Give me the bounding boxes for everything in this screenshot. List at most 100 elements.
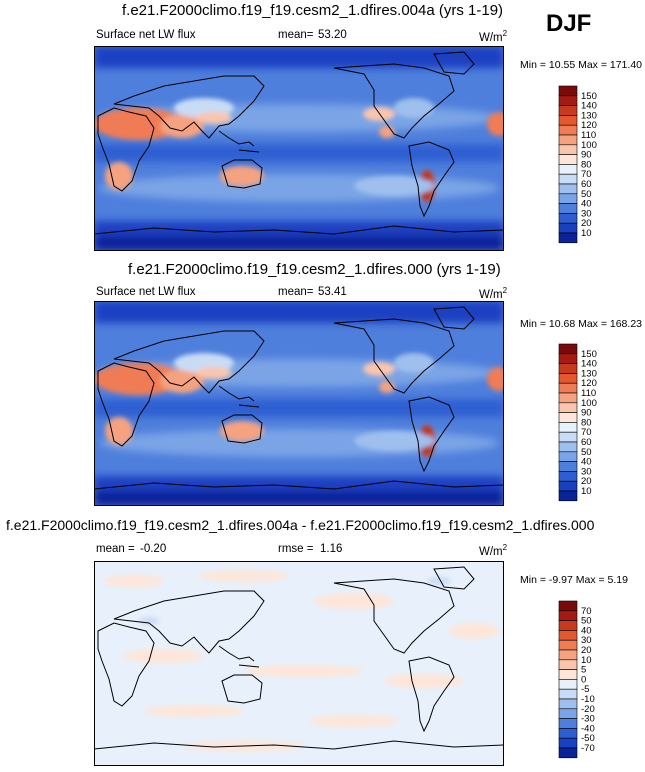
colorbar3-tick-label: 30: [581, 635, 592, 646]
panel2-units-base: W/m: [479, 288, 503, 301]
panel1-coast-namerica: [333, 63, 455, 139]
panel1-australia-region: [220, 166, 264, 186]
colorbar1-box: [558, 105, 578, 116]
panel1-subtropic-sh: [99, 174, 499, 202]
colorbar1-tick-label: 110: [581, 130, 596, 141]
colorbar2-tick-label: 50: [581, 447, 592, 458]
colorbar3-box: [558, 649, 578, 661]
panel3-coast-samerica: [408, 656, 455, 733]
colorbar3-tick-label: 40: [581, 625, 592, 636]
panel2-coastlines: [94, 306, 504, 490]
panel3-coast-namerica: [333, 578, 455, 654]
panel1-coast-seasia: [218, 130, 260, 153]
panel3-map-background: [94, 561, 504, 766]
colorbar3-box: [558, 679, 578, 690]
panel1-units-sup: 2: [502, 29, 508, 38]
colorbar1-tick-label: 40: [581, 199, 592, 210]
panel2-africa-south: [105, 417, 133, 445]
panel3-coast-eurasia: [113, 590, 265, 654]
colorbar3-box: [558, 728, 578, 739]
panel2-coast-australia: [221, 414, 263, 444]
panel3-coast-africa: [97, 622, 155, 707]
colorbar1-tick-label: 50: [581, 189, 592, 200]
colorbar1-box: [558, 173, 578, 185]
panel1-coast-eurasia: [113, 75, 265, 139]
colorbar3-tick-label: -50: [581, 733, 595, 744]
panel2-units-sup: 2: [502, 286, 508, 295]
colorbar1-box: [558, 115, 578, 126]
colorbar3-box: [558, 620, 578, 631]
panel3-units-sup: 2: [502, 543, 508, 552]
colorbar3-tick-label: -30: [581, 714, 595, 725]
panel2-coast-namerica: [333, 318, 455, 394]
colorbar2-tick-label: 140: [581, 359, 597, 370]
panel3-pos-patch-2: [199, 570, 289, 582]
colorbar2-tick-label: 40: [581, 457, 592, 468]
colorbar1-box: [558, 85, 578, 97]
panel1-minmax: Min = 10.55 Max = 171.40: [520, 59, 642, 71]
panel3-pos-patch-5: [244, 665, 364, 677]
panel3-pos-patch-4: [124, 649, 204, 663]
panel2-antarctic-core: [94, 491, 504, 506]
colorbar1-tick-label: 150: [581, 91, 597, 102]
colorbar2-tick-label: 130: [581, 368, 597, 379]
colorbar2-tick-label: 90: [581, 408, 592, 419]
colorbar2-tick-label: 70: [581, 427, 592, 438]
colorbar1-box: [558, 154, 578, 165]
panel2-units: W/m2: [479, 286, 507, 301]
colorbar2-tick-label: 150: [581, 349, 597, 360]
colorbar3-box: [558, 698, 578, 710]
colorbar3-box: [558, 659, 578, 670]
panel3-coast-seasia: [218, 645, 260, 668]
panel3-pos-patch-6: [384, 674, 464, 688]
panel3-coast-australia: [221, 674, 263, 704]
panel1-variable-label: Surface net LW flux: [96, 29, 196, 41]
colorbar3-box: [558, 639, 578, 651]
colorbar1-tick-label: 100: [581, 140, 597, 151]
panel1-units-base: W/m: [479, 31, 503, 44]
colorbar1-tick-label: 90: [581, 150, 592, 161]
panel2-pacific-east: [354, 431, 434, 451]
colorbar2-tick-label: 60: [581, 437, 592, 448]
colorbar2-box: [558, 480, 578, 492]
panel2-mean-label: mean=: [278, 286, 314, 298]
panel1-coast-australia: [221, 159, 263, 189]
panel1-title: f.e21.F2000climo.f19_f19.cesm2_1.dfires.…: [122, 2, 504, 19]
colorbar2-box: [558, 363, 578, 374]
panel3-neg-patch-2: [427, 577, 451, 585]
panel3-pos-patch-7: [144, 705, 244, 717]
colorbar3-tick-label: -5: [581, 684, 589, 695]
panel2-africa-west-edge: [487, 367, 504, 391]
panel1-arabia-region: [160, 114, 204, 138]
season-label: DJF: [546, 10, 592, 37]
colorbar2-tick-label: 30: [581, 466, 592, 477]
panel2-variable-label: Surface net LW flux: [96, 286, 196, 298]
panel3-map-frame: [94, 561, 504, 766]
colorbar2-box: [558, 461, 578, 472]
colorbar1-box: [558, 213, 578, 224]
colorbar2-box: [558, 422, 578, 433]
colorbar3-tick-label: -20: [581, 704, 595, 715]
panel1-sahara-region: [94, 108, 184, 140]
panel2-coast-africa: [97, 362, 155, 447]
panel1-tropics-band: [94, 144, 504, 162]
panel2-map-frame: [94, 301, 504, 506]
colorbar2-tick-label: 20: [581, 476, 592, 487]
colorbar3-tick-label: 70: [581, 606, 592, 617]
colorbar3-tick-label: 0: [581, 674, 586, 685]
colorbar1-box: [558, 183, 578, 195]
colorbar3-box: [558, 747, 578, 759]
panel2-coast-antarctica: [94, 480, 504, 490]
panel2-coast-samerica: [408, 396, 455, 473]
panel3-coast-antarctica: [94, 740, 504, 750]
panel3-mean-value: -0.20: [140, 543, 167, 555]
colorbar3-box: [558, 630, 578, 641]
panel3-rmse-value: 1.16: [320, 543, 343, 555]
panel2-namerica-west: [363, 362, 395, 376]
panel3-map: [94, 561, 504, 766]
panel3-minmax: Min = -9.97 Max = 5.19: [520, 574, 628, 586]
panel1-namerica-east: [394, 98, 434, 118]
colorbar2-box: [558, 343, 578, 355]
